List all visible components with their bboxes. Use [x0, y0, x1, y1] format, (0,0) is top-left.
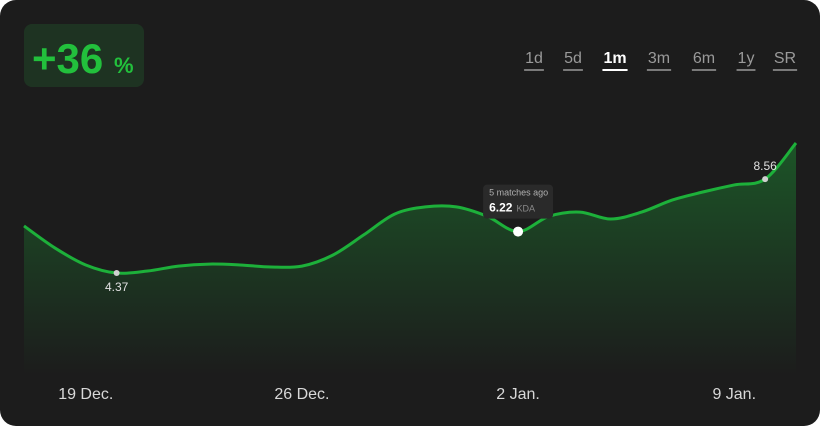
highlight-point — [513, 226, 524, 237]
change-badge — [24, 24, 144, 87]
change-value: +36 — [32, 35, 103, 82]
x-tick-label: 9 Jan. — [712, 386, 756, 403]
point — [113, 270, 120, 277]
point — [762, 176, 769, 183]
area-fill — [24, 143, 796, 375]
x-tick-label: 19 Dec. — [58, 386, 113, 403]
value-label: 8.56 — [753, 159, 777, 173]
value-label: 4.37 — [105, 280, 129, 294]
range-button[interactable]: 6m — [693, 50, 715, 67]
x-tick-label: 2 Jan. — [496, 386, 540, 403]
tooltip-title: 5 matches ago — [489, 188, 548, 198]
range-button[interactable]: 1m — [603, 50, 626, 67]
range-button[interactable]: 1d — [525, 50, 543, 67]
x-tick-label: 26 Dec. — [274, 386, 329, 403]
tooltip-value: 6.22 — [489, 201, 513, 215]
range-button[interactable]: 5d — [564, 50, 582, 67]
tooltip-unit: KDA — [516, 204, 535, 214]
tooltip-box — [483, 184, 554, 219]
range-button[interactable]: SR — [774, 50, 796, 67]
range-button[interactable]: 1y — [738, 50, 755, 67]
line — [23, 142, 798, 275]
change-unit: % — [114, 53, 134, 78]
range-button[interactable]: 3m — [648, 50, 670, 67]
